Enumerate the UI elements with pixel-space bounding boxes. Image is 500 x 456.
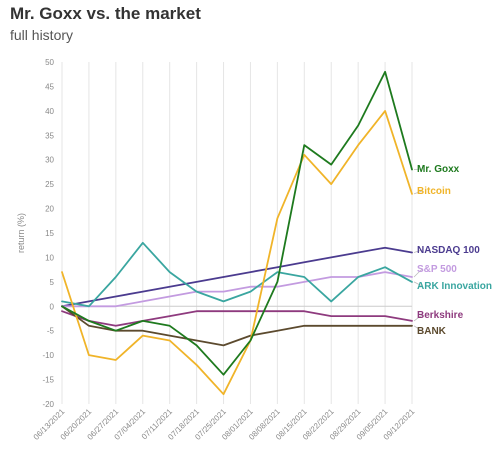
series-line-nasdaq-100 <box>61 246 413 308</box>
y-tick-label: -20 <box>42 400 54 409</box>
y-tick-label: 35 <box>45 131 54 140</box>
y-tick-label: 5 <box>50 278 55 287</box>
y-tick-label: 50 <box>45 58 54 67</box>
y-tick-label: 40 <box>45 107 54 116</box>
chart-title: Mr. Goxx vs. the market <box>10 4 201 23</box>
series-line-mr-goxx <box>61 70 413 376</box>
y-tick-label: 30 <box>45 156 54 165</box>
label-connector <box>413 314 423 322</box>
label-connector <box>413 249 423 253</box>
x-axis: 06/13/202106/20/202106/27/202107/04/2021… <box>32 407 417 442</box>
label-connector <box>413 268 423 278</box>
grid <box>61 62 413 404</box>
y-tick-label: 25 <box>45 180 54 189</box>
series-line-ark-innovation <box>61 241 413 308</box>
y-tick-label: 15 <box>45 229 54 238</box>
y-axis-label: return (%) <box>16 213 26 253</box>
chart-subtitle: full history <box>10 27 74 43</box>
series-line-s-p-500 <box>61 271 413 308</box>
series-label-ark-innovation: ARK Innovation <box>417 281 492 292</box>
series-label-berkshire: Berkshire <box>417 310 464 321</box>
y-tick-label: 20 <box>45 205 54 214</box>
series-label-mr-goxx: Mr. Goxx <box>417 164 460 175</box>
series-line-bank <box>61 305 413 347</box>
series-line-berkshire <box>61 310 413 327</box>
series-label-nasdaq-100: NASDAQ 100 <box>417 245 480 256</box>
series-label-bank: BANK <box>417 326 447 337</box>
label-connector <box>413 190 423 195</box>
series-label-bitcoin: Bitcoin <box>417 186 451 197</box>
series-lines <box>61 70 413 396</box>
label-connector <box>413 325 423 332</box>
series-labels: NASDAQ 100 S&P 500 ARK Innovation Berkshire… <box>413 164 492 337</box>
label-connector <box>413 281 423 287</box>
y-tick-label: 45 <box>45 82 54 91</box>
series-line-bitcoin <box>61 110 413 396</box>
y-tick-label: 0 <box>50 302 55 311</box>
y-tick-label: -5 <box>47 327 55 336</box>
y-tick-label: 10 <box>45 253 54 262</box>
series-label-s-p-500: S&P 500 <box>417 264 457 275</box>
y-tick-label: -10 <box>42 351 54 360</box>
y-tick-label: -15 <box>42 376 54 385</box>
